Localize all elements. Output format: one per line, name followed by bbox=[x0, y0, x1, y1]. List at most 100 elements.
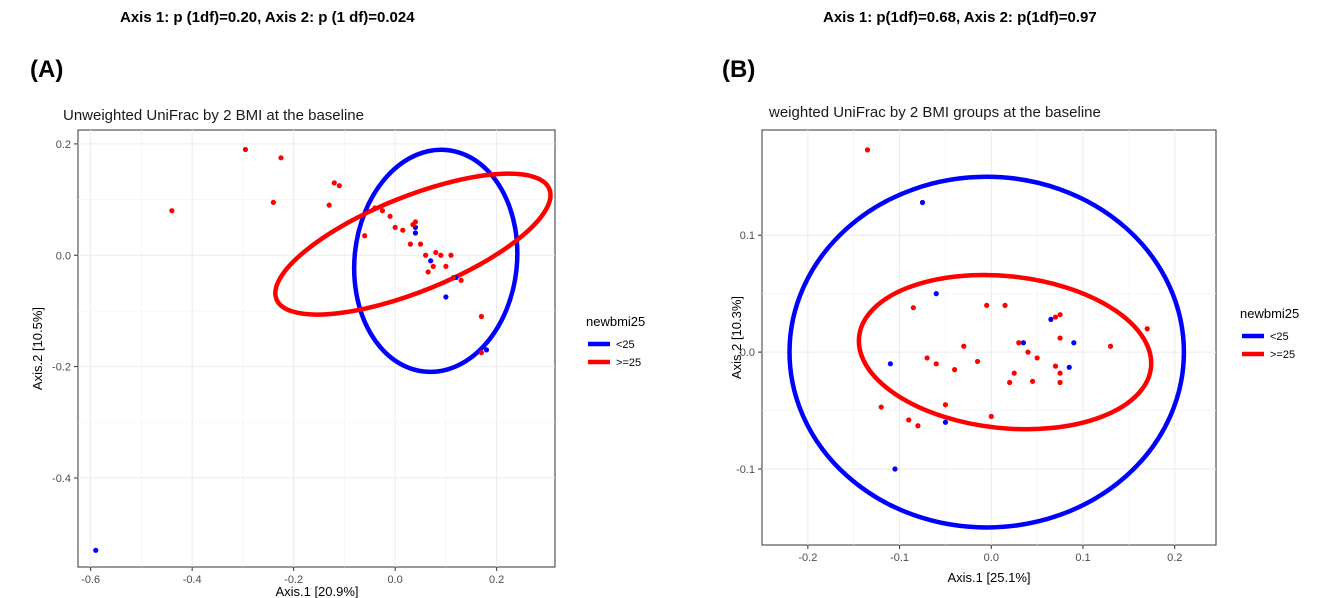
point-ge25 bbox=[425, 269, 431, 275]
point-ge25 bbox=[1011, 370, 1017, 376]
point-ge25 bbox=[407, 241, 413, 247]
point-ge25 bbox=[331, 180, 337, 186]
point-ge25 bbox=[270, 199, 276, 205]
point-ge25 bbox=[1057, 335, 1063, 341]
point-ge25 bbox=[1057, 312, 1063, 318]
point-ge25 bbox=[443, 263, 449, 269]
stat-text-b: Axis 1: p(1df)=0.68, Axis 2: p(1df)=0.97 bbox=[823, 9, 1097, 26]
y-axis-label-a: Axis.2 [10.5%] bbox=[30, 307, 45, 390]
x-tick-label: 0.2 bbox=[489, 574, 504, 586]
point-ge25 bbox=[278, 155, 284, 161]
point-ge25 bbox=[412, 219, 419, 225]
point-lt25 bbox=[942, 419, 949, 425]
point-ge25 bbox=[417, 241, 424, 247]
legend-title-a: newbmi25 bbox=[586, 314, 645, 329]
point-lt25 bbox=[1048, 316, 1054, 322]
legend-label-ge25: >=25 bbox=[1270, 349, 1295, 361]
point-ge25 bbox=[974, 358, 981, 365]
point-ge25 bbox=[400, 227, 406, 233]
point-ge25 bbox=[430, 263, 436, 269]
point-ge25 bbox=[1007, 379, 1013, 386]
y-tick-label: -0.2 bbox=[52, 362, 71, 374]
point-lt25 bbox=[412, 230, 419, 236]
point-ge25 bbox=[906, 417, 912, 423]
point-ge25 bbox=[1057, 379, 1063, 386]
point-ge25 bbox=[1025, 349, 1031, 355]
panel-label-b: (B) bbox=[722, 56, 756, 83]
y-axis-label-b: Axis.2 [10.3%] bbox=[729, 296, 744, 379]
y-tick-label: -0.1 bbox=[736, 464, 755, 476]
x-axis-label-a: Axis.1 [20.9%] bbox=[275, 584, 358, 598]
point-ge25 bbox=[984, 302, 990, 308]
point-ge25 bbox=[878, 404, 884, 410]
point-ge25 bbox=[478, 313, 485, 320]
x-tick-label: 0.0 bbox=[984, 552, 999, 564]
panel-border-a bbox=[77, 129, 556, 568]
point-ge25 bbox=[1002, 302, 1008, 308]
point-ge25 bbox=[362, 233, 368, 239]
point-ge25 bbox=[915, 423, 921, 429]
point-lt25 bbox=[887, 361, 894, 367]
chart-title-a: Unweighted UniFrac by 2 BMI at the basel… bbox=[63, 107, 364, 124]
point-ge25 bbox=[1016, 340, 1022, 346]
x-axis-label-b: Axis.1 [25.1%] bbox=[947, 570, 1030, 585]
ellipse-ge25 bbox=[273, 171, 553, 317]
y-tick-label: 0.1 bbox=[740, 230, 755, 242]
point-ge25 bbox=[1144, 326, 1150, 332]
point-ge25 bbox=[438, 252, 444, 258]
point-ge25 bbox=[336, 183, 342, 189]
point-ge25 bbox=[448, 252, 454, 258]
point-ge25 bbox=[942, 402, 949, 408]
point-ge25 bbox=[924, 355, 930, 361]
ellipse-lt25 bbox=[351, 147, 520, 375]
x-tick-label: -0.2 bbox=[284, 574, 303, 586]
point-ge25 bbox=[458, 277, 464, 283]
x-tick-label: -0.4 bbox=[183, 574, 202, 586]
point-lt25 bbox=[1020, 340, 1026, 346]
y-tick-label: 0.0 bbox=[56, 250, 71, 262]
point-lt25 bbox=[919, 199, 926, 206]
point-lt25 bbox=[428, 258, 434, 264]
point-ge25 bbox=[988, 413, 994, 420]
point-ge25 bbox=[864, 147, 871, 153]
point-lt25 bbox=[443, 294, 449, 300]
point-ge25 bbox=[1052, 314, 1059, 320]
y-tick-label: -0.4 bbox=[52, 473, 71, 485]
point-ge25 bbox=[372, 205, 378, 211]
x-tick-label: 0.1 bbox=[1075, 552, 1090, 564]
chart-title-b: weighted UniFrac by 2 BMI groups at the … bbox=[768, 104, 1101, 121]
point-ge25 bbox=[169, 208, 175, 214]
point-ge25 bbox=[910, 305, 916, 311]
legend-label-ge25: >=25 bbox=[616, 357, 641, 369]
x-tick-label: -0.6 bbox=[81, 574, 100, 586]
point-ge25 bbox=[1029, 378, 1036, 384]
point-ge25 bbox=[379, 208, 386, 214]
point-ge25 bbox=[1034, 355, 1040, 361]
point-lt25 bbox=[483, 347, 490, 353]
point-lt25 bbox=[933, 291, 939, 297]
point-ge25 bbox=[1057, 370, 1063, 376]
panel-border-b bbox=[761, 129, 1217, 546]
point-ge25 bbox=[933, 361, 939, 367]
point-lt25 bbox=[892, 466, 898, 472]
y-tick-label: 0.0 bbox=[740, 347, 755, 359]
point-ge25 bbox=[1052, 363, 1059, 369]
point-lt25 bbox=[1066, 364, 1072, 370]
x-tick-label: 0.0 bbox=[388, 574, 403, 586]
legend-title-b: newbmi25 bbox=[1240, 306, 1299, 321]
ellipse-ge25 bbox=[856, 272, 1154, 432]
x-tick-label: -0.2 bbox=[798, 552, 817, 564]
y-tick-label: 0.2 bbox=[56, 139, 71, 151]
x-tick-label: 0.2 bbox=[1167, 552, 1182, 564]
ellipse-lt25 bbox=[787, 174, 1187, 530]
point-lt25 bbox=[93, 547, 99, 553]
point-ge25 bbox=[450, 274, 457, 281]
point-ge25 bbox=[326, 202, 332, 208]
point-ge25 bbox=[1107, 343, 1114, 349]
point-ge25 bbox=[423, 252, 429, 258]
point-ge25 bbox=[952, 367, 958, 373]
point-ge25 bbox=[961, 343, 967, 349]
point-ge25 bbox=[387, 213, 393, 219]
legend-label-lt25: <25 bbox=[616, 339, 635, 351]
